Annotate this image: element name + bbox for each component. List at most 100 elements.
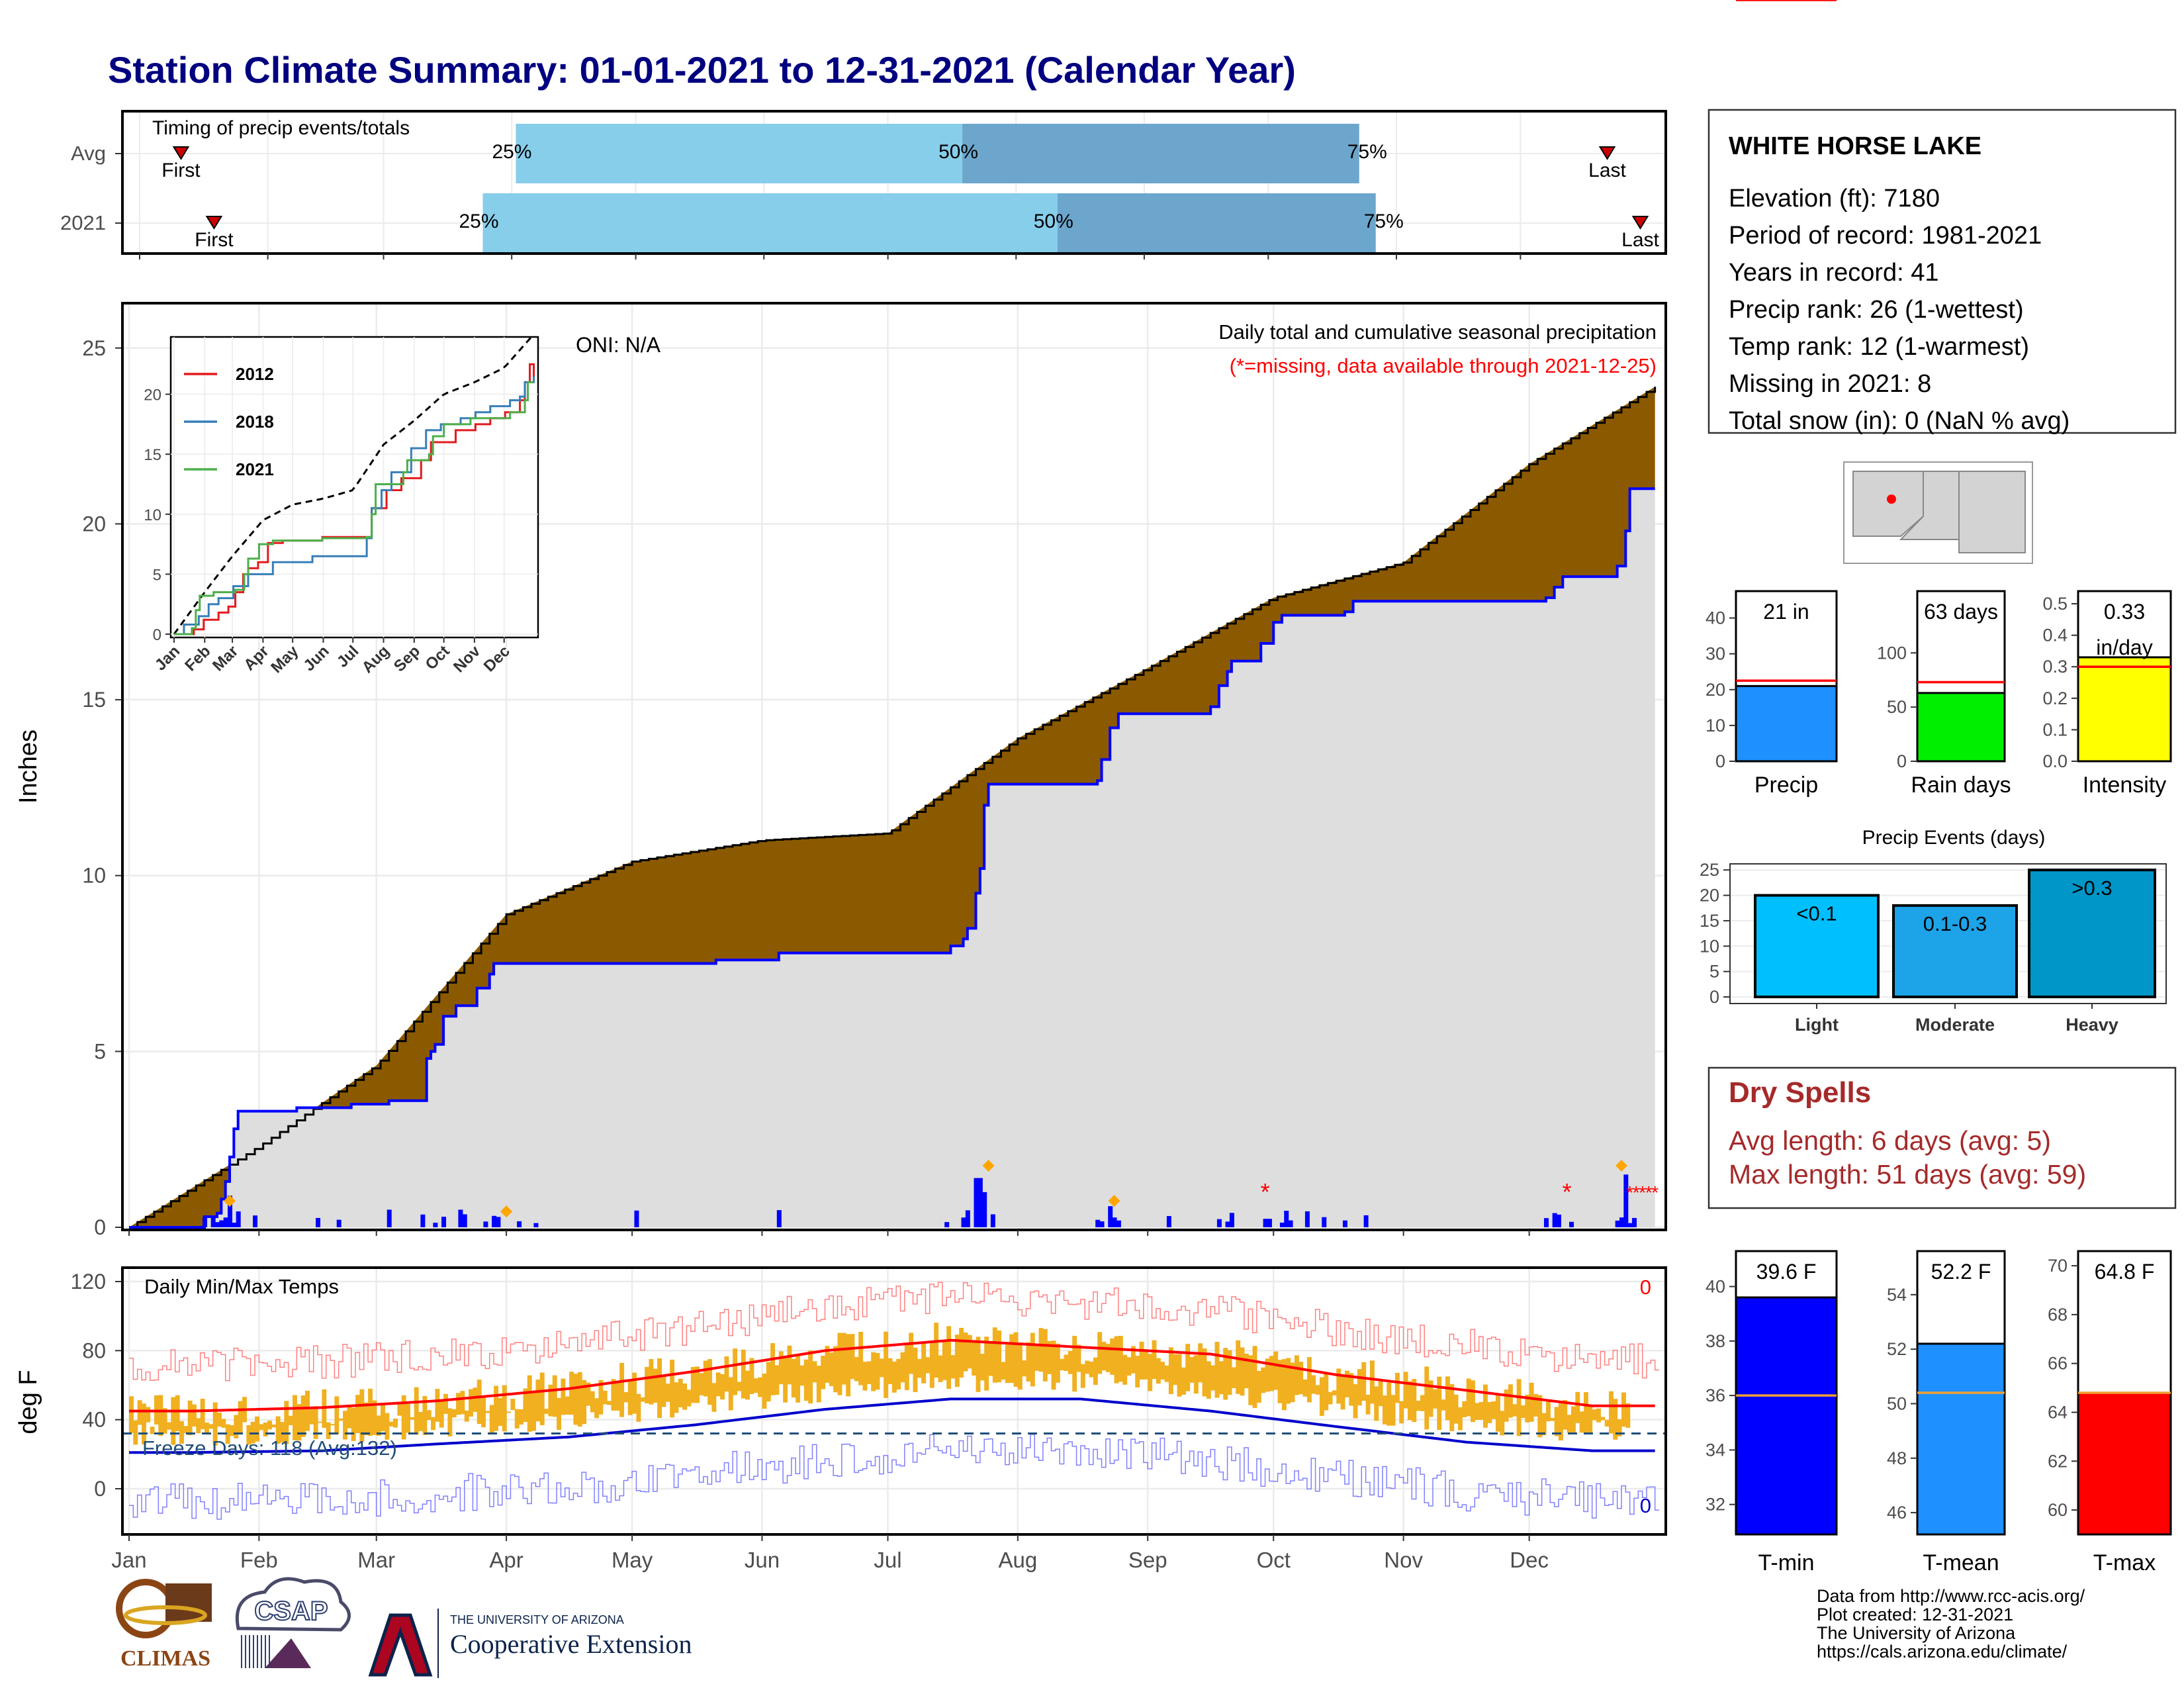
record-low-line <box>129 1434 1659 1520</box>
precip-max-marker <box>500 1205 513 1218</box>
daily-temp-bar <box>1118 1335 1123 1382</box>
daily-temp-bar <box>904 1344 909 1391</box>
daily-temp-bar <box>451 1409 457 1418</box>
timing-p75-label: 75% <box>1364 211 1404 232</box>
daily-temp-bar <box>1097 1332 1103 1374</box>
daily-temp-bar <box>557 1397 562 1430</box>
daily-temp-bar <box>372 1400 377 1435</box>
missing-marker: * <box>1563 1178 1572 1205</box>
daily-temp-bar <box>884 1331 889 1398</box>
daily-precip-bar <box>441 1217 447 1227</box>
daily-temp-bar <box>494 1385 499 1431</box>
daily-temp-bar <box>133 1420 138 1445</box>
daily-temp-bar <box>284 1401 289 1444</box>
daily-precip-bar <box>1556 1214 1561 1227</box>
daily-temp-bar <box>645 1366 650 1404</box>
daily-temp-bar <box>627 1381 633 1415</box>
daily-temp-bar <box>1218 1361 1224 1395</box>
month-label: Jul <box>874 1548 901 1572</box>
first-label: First <box>195 229 234 251</box>
daily-precip-bar <box>1552 1213 1557 1227</box>
daily-precip-bar <box>990 1214 995 1227</box>
daily-temp-bar <box>473 1387 478 1412</box>
precip-max-marker <box>224 1195 236 1207</box>
daily-temp-bar <box>1290 1362 1295 1403</box>
daily-temp-bar <box>791 1358 796 1398</box>
daily-temp-bar <box>649 1359 654 1405</box>
daily-temp-bar <box>1135 1356 1140 1387</box>
daily-temp-bar <box>577 1372 582 1427</box>
events-tick-label: 10 <box>1700 936 1719 956</box>
daily-temp-bar <box>1416 1401 1421 1411</box>
daily-temp-bar <box>1525 1394 1530 1423</box>
daily-temp-bar <box>1324 1373 1329 1411</box>
daily-temp-bar <box>1466 1378 1471 1417</box>
daily-temp-bar <box>426 1410 432 1421</box>
csap-logo-mountain <box>265 1638 311 1668</box>
daily-temp-bar <box>1545 1401 1551 1422</box>
daily-temp-bar <box>1248 1355 1253 1405</box>
daily-precip-bar <box>236 1211 241 1227</box>
daily-temp-bar <box>1475 1403 1480 1420</box>
precip-max-marker <box>1108 1195 1120 1207</box>
daily-precip-bar <box>215 1222 220 1227</box>
daily-temp-bar <box>829 1352 834 1386</box>
temp-bar-tick-label: 36 <box>1706 1385 1725 1405</box>
daily-temp-bar <box>443 1393 449 1414</box>
daily-temp-bar <box>1403 1372 1408 1409</box>
daily-temp-bar <box>1110 1338 1115 1375</box>
inset-legend-label: 2018 <box>236 412 274 432</box>
daily-precip-bar <box>492 1215 497 1227</box>
daily-temp-bar <box>142 1403 146 1445</box>
daily-temp-bar <box>921 1342 927 1383</box>
timing-p75-label: 75% <box>1347 141 1387 163</box>
daily-temp-bar <box>1105 1344 1111 1372</box>
precip-panel-border <box>121 302 1667 1231</box>
daily-temp-bar <box>737 1382 742 1391</box>
timing-bar-50-75 <box>962 124 1359 183</box>
month-label: Apr <box>489 1548 523 1572</box>
daily-temp-bar <box>1101 1342 1107 1371</box>
daily-precip-bar <box>1623 1174 1629 1227</box>
daily-temp-bar <box>397 1401 402 1416</box>
daily-temp-bar <box>502 1385 507 1432</box>
daily-temp-bar <box>1445 1376 1450 1421</box>
daily-precip-bar <box>1095 1219 1101 1227</box>
temp-bar-label: T-mean <box>1923 1550 1999 1575</box>
daily-temp-bar <box>200 1399 205 1430</box>
daily-temp-bar <box>1227 1350 1232 1395</box>
daily-precip-bar <box>533 1223 539 1227</box>
first-label: First <box>161 160 201 181</box>
daily-temp-bar <box>749 1358 754 1394</box>
daily-temp-bar <box>162 1408 167 1434</box>
daily-precip-bar <box>387 1209 392 1227</box>
csap-logo-cloud <box>235 1577 351 1632</box>
ua-small-text: THE UNIVERSITY OF ARIZONA <box>450 1613 624 1626</box>
daily-temp-bar <box>946 1326 952 1389</box>
daily-temp-bar <box>187 1400 193 1436</box>
daily-precip-bar <box>944 1222 950 1227</box>
dry-spells-avg: Avg length: 6 days (avg: 5) <box>1729 1125 2051 1156</box>
daily-precip-bar <box>1284 1211 1289 1227</box>
daily-precip-bar <box>336 1219 341 1227</box>
summary-value-label: in/day <box>2096 635 2152 659</box>
daily-temp-bar <box>1482 1384 1488 1428</box>
event-bar-value: 0.1-0.3 <box>1923 912 1987 935</box>
daily-temp-bar <box>1060 1358 1065 1371</box>
daily-temp-bar <box>640 1397 645 1402</box>
month-label: Dec <box>1510 1548 1549 1572</box>
temp-panel-border <box>121 1266 1667 1536</box>
daily-temp-bar <box>1449 1383 1455 1431</box>
daily-temp-bar <box>1286 1358 1291 1404</box>
daily-temp-bar <box>523 1388 528 1423</box>
daily-temp-bar <box>711 1383 717 1412</box>
daily-temp-bar <box>217 1413 222 1427</box>
daily-temp-bar <box>485 1411 490 1413</box>
daily-temp-bar <box>1399 1401 1404 1424</box>
summary-tick-label: 50 <box>1887 697 1907 717</box>
climas-logo-text: CLIMAS <box>120 1646 210 1671</box>
daily-temp-bar <box>230 1425 234 1436</box>
temp-bar-fill <box>2077 1391 2172 1536</box>
daily-temp-bar <box>1491 1401 1496 1419</box>
daily-temp-bar <box>1214 1342 1220 1398</box>
